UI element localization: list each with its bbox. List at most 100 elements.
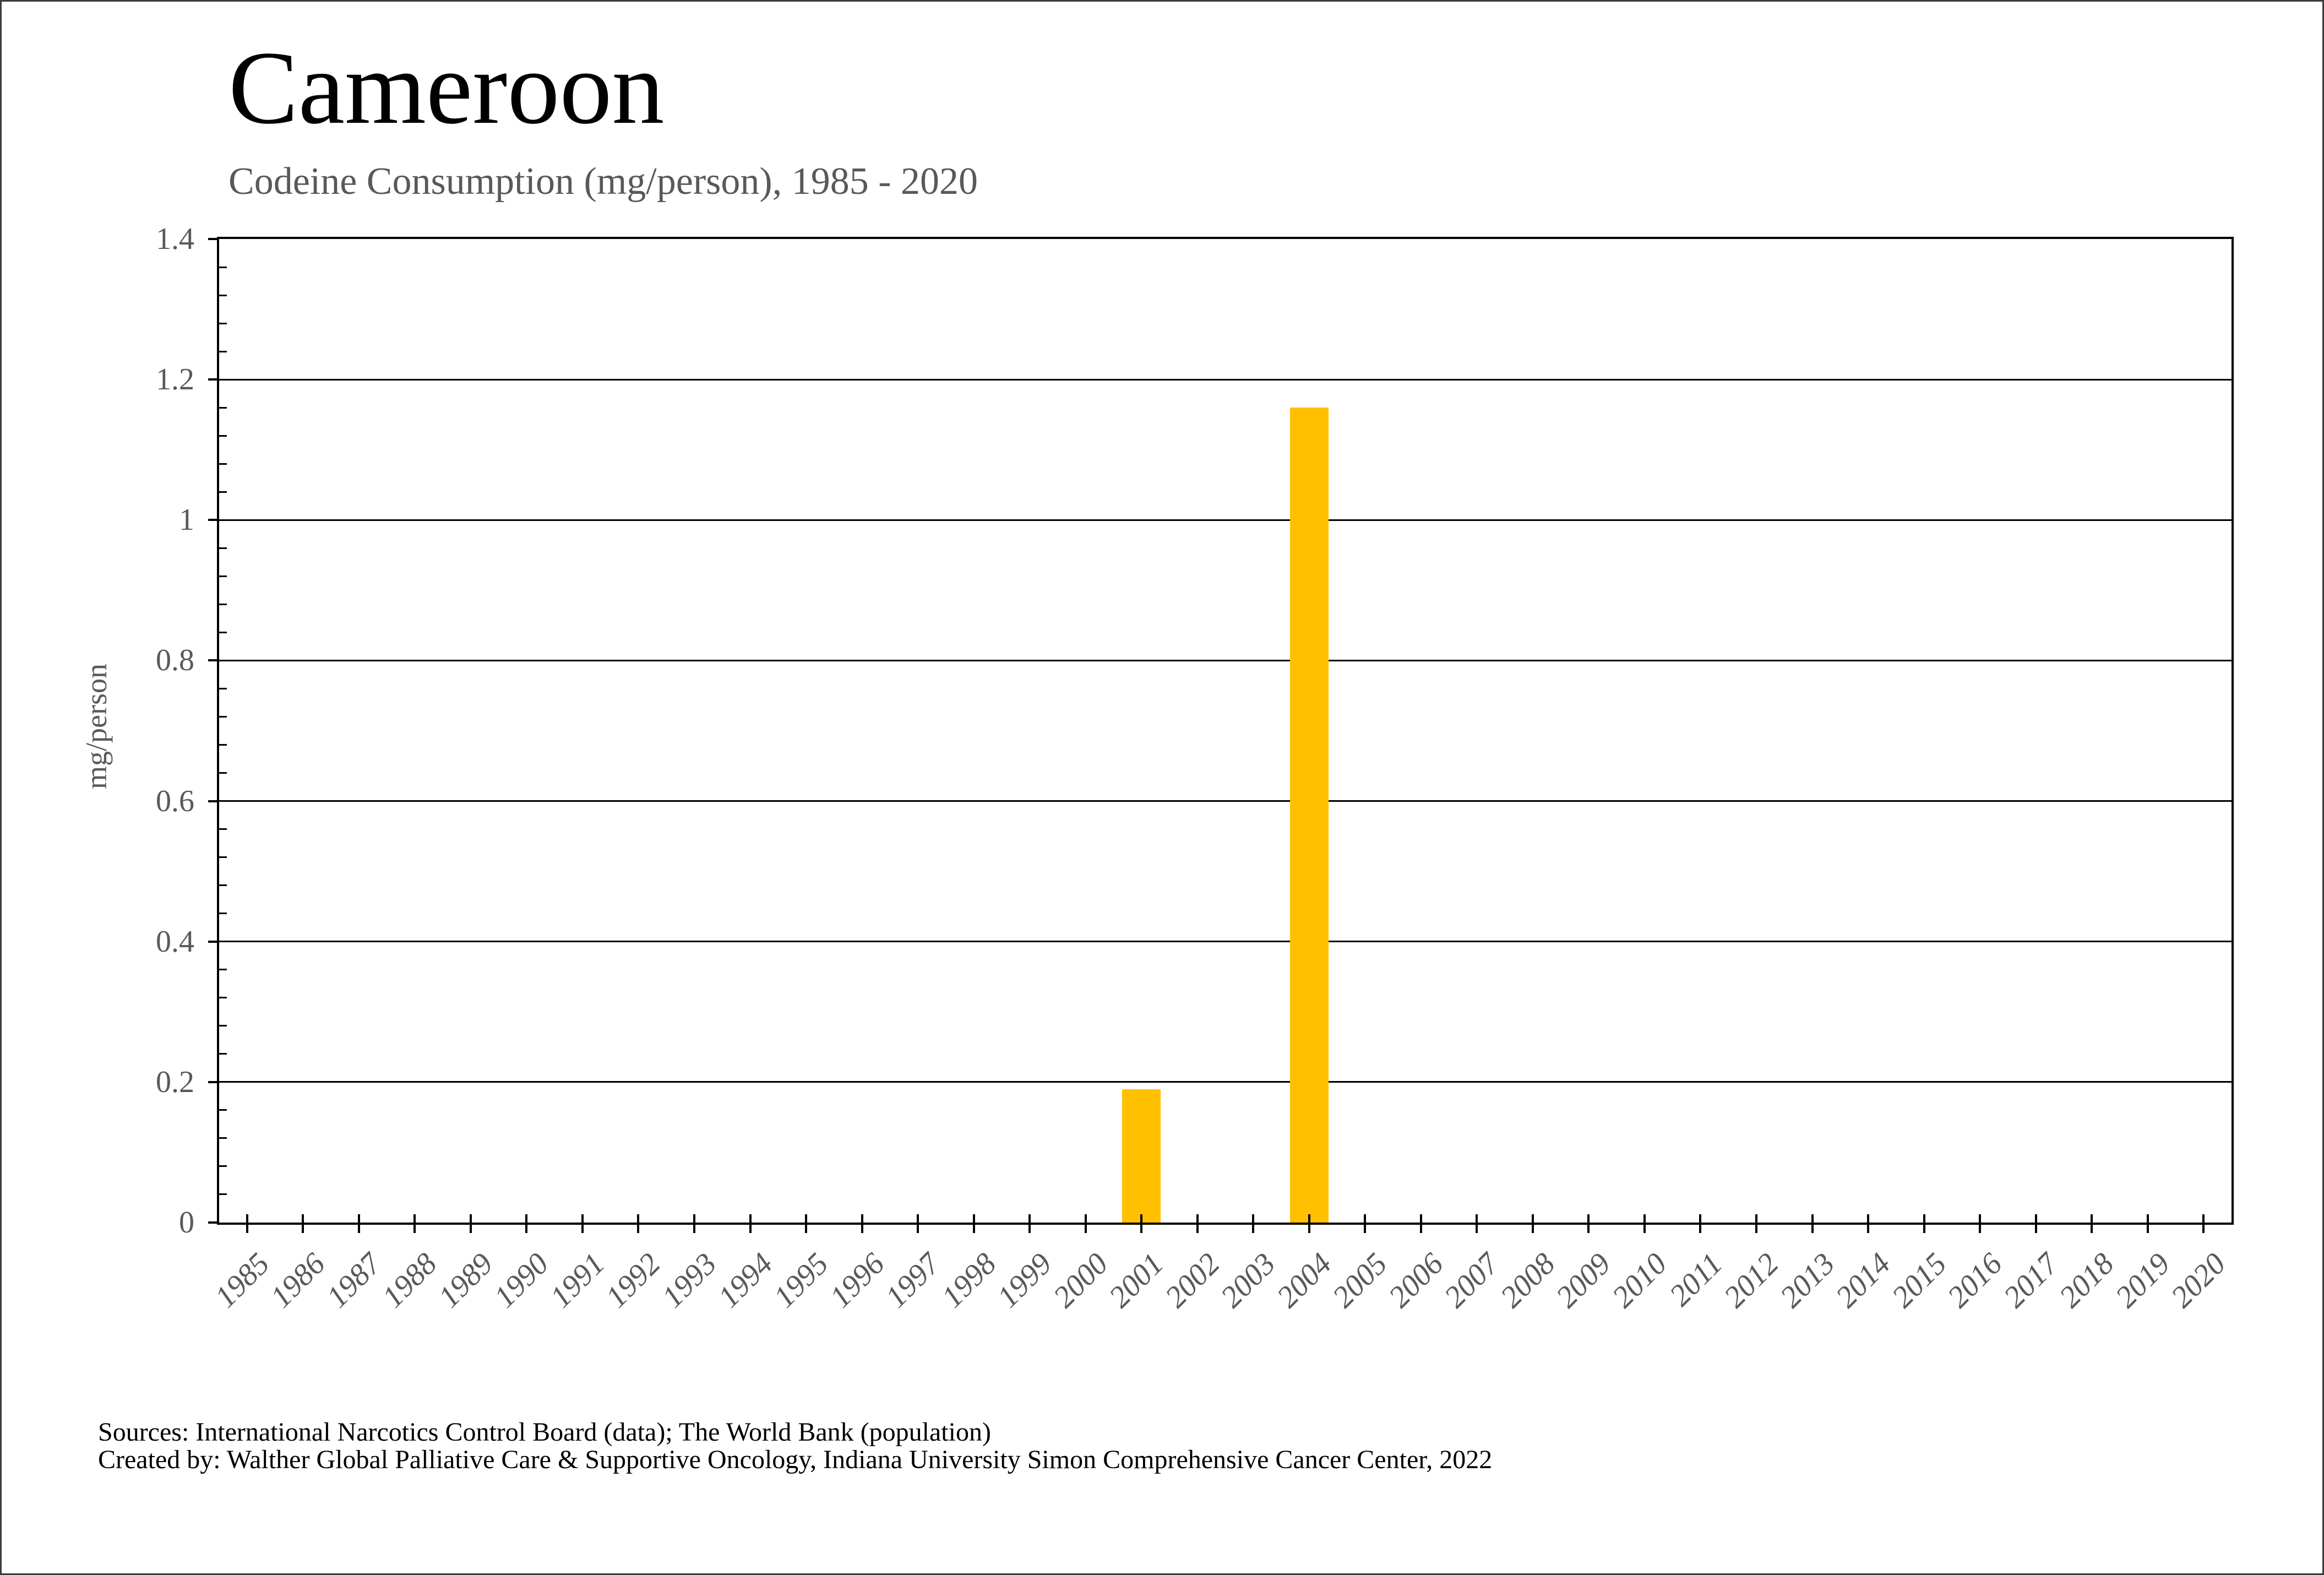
x-tick-label-1990: 1990 [487, 1246, 556, 1315]
x-tick-2000 [1084, 1214, 1087, 1233]
y-minor-tick [219, 463, 227, 465]
x-tick-label-1989: 1989 [432, 1246, 500, 1315]
x-tick-label-2017: 2017 [1997, 1246, 2065, 1315]
gridline-0.2 [219, 1081, 2232, 1083]
x-tick-1999 [1028, 1214, 1031, 1233]
x-tick-label-1988: 1988 [375, 1246, 444, 1315]
x-tick-label-2003: 2003 [1214, 1246, 1282, 1315]
x-tick-2005 [1364, 1214, 1367, 1233]
x-tick-2003 [1252, 1214, 1255, 1233]
x-tick-label-2009: 2009 [1549, 1246, 1618, 1315]
y-tick-label-1: 1 [179, 503, 194, 537]
x-tick-label-1997: 1997 [879, 1246, 947, 1315]
x-tick-label-1995: 1995 [767, 1246, 835, 1315]
x-tick-label-1991: 1991 [543, 1246, 612, 1315]
x-tick-label-2004: 2004 [1270, 1246, 1338, 1315]
y-minor-tick [219, 1109, 227, 1111]
x-tick-2019 [2146, 1214, 2149, 1233]
bar-2004 [1289, 408, 1329, 1223]
bar-2001 [1122, 1089, 1161, 1223]
x-tick-1993 [693, 1214, 695, 1233]
y-minor-tick [219, 1193, 227, 1196]
x-tick-1995 [805, 1214, 808, 1233]
y-minor-tick [219, 969, 227, 971]
x-tick-label-2011: 2011 [1663, 1246, 1730, 1313]
x-tick-label-2010: 2010 [1605, 1246, 1674, 1315]
y-minor-tick [219, 294, 227, 296]
x-tick-label-1986: 1986 [264, 1246, 332, 1315]
y-major-tick-0.2 [208, 1080, 217, 1083]
plot-area [217, 237, 2234, 1225]
y-tick-label-0.6: 0.6 [156, 784, 194, 818]
y-major-tick-0.6 [208, 800, 217, 802]
created-by-line: Created by: Walther Global Palliative Ca… [98, 1445, 1493, 1475]
y-minor-tick [219, 772, 227, 774]
y-minor-tick [219, 406, 227, 409]
x-tick-label-1992: 1992 [599, 1246, 668, 1315]
x-tick-label-2019: 2019 [2109, 1246, 2177, 1315]
y-minor-tick [219, 828, 227, 830]
y-minor-tick [219, 856, 227, 859]
y-minor-tick [219, 1137, 227, 1139]
x-tick-1988 [413, 1214, 416, 1233]
gridline-0.8 [219, 659, 2232, 661]
x-tick-2002 [1196, 1214, 1199, 1233]
x-tick-label-2006: 2006 [1382, 1246, 1450, 1315]
x-tick-1994 [749, 1214, 752, 1233]
x-tick-label-2015: 2015 [1885, 1246, 1953, 1315]
gridline-1 [219, 519, 2232, 521]
y-tick-label-0: 0 [179, 1205, 194, 1240]
y-major-tick-1 [208, 519, 217, 522]
y-minor-tick [219, 687, 227, 689]
x-tick-label-2012: 2012 [1717, 1246, 1786, 1315]
x-tick-2007 [1476, 1214, 1478, 1233]
gridline-1.2 [219, 378, 2232, 381]
x-tick-2004 [1308, 1214, 1310, 1233]
y-minor-tick [219, 547, 227, 549]
x-tick-1991 [581, 1214, 584, 1233]
y-minor-tick [219, 435, 227, 437]
x-tick-label-1985: 1985 [208, 1246, 276, 1315]
y-minor-tick [219, 575, 227, 577]
x-tick-label-2001: 2001 [1102, 1246, 1171, 1315]
y-tick-label-1.4: 1.4 [156, 222, 194, 256]
y-minor-tick [219, 631, 227, 633]
y-minor-tick [219, 266, 227, 268]
x-tick-label-1996: 1996 [823, 1246, 891, 1315]
x-tick-2018 [2091, 1214, 2093, 1233]
y-tick-label-0.4: 0.4 [156, 924, 194, 959]
y-major-tick-0.8 [208, 659, 217, 662]
x-tick-1992 [637, 1214, 640, 1233]
x-tick-2010 [1643, 1214, 1646, 1233]
x-tick-label-2014: 2014 [1829, 1246, 1897, 1315]
x-tick-label-1993: 1993 [655, 1246, 723, 1315]
gridline-0.4 [219, 941, 2232, 943]
y-minor-tick [219, 491, 227, 493]
x-tick-label-2000: 2000 [1047, 1246, 1115, 1315]
x-tick-1996 [861, 1214, 863, 1233]
x-tick-2016 [1979, 1214, 1982, 1233]
x-tick-2014 [1867, 1214, 1870, 1233]
x-tick-2009 [1587, 1214, 1590, 1233]
x-tick-2013 [1811, 1214, 1814, 1233]
y-minor-tick [219, 603, 227, 605]
x-tick-label-1987: 1987 [320, 1246, 388, 1315]
x-tick-2006 [1419, 1214, 1422, 1233]
y-major-tick-0.4 [208, 940, 217, 943]
y-minor-tick [219, 1165, 227, 1167]
x-tick-1987 [357, 1214, 360, 1233]
y-minor-tick [219, 350, 227, 352]
x-tick-label-2013: 2013 [1773, 1246, 1842, 1315]
source-credits: Sources: International Narcotics Control… [98, 1418, 1493, 1475]
x-tick-label-2007: 2007 [1438, 1246, 1506, 1315]
x-tick-2008 [1531, 1214, 1534, 1233]
x-tick-label-2002: 2002 [1158, 1246, 1227, 1315]
y-minor-tick [219, 997, 227, 999]
y-major-tick-1.2 [208, 378, 217, 381]
x-tick-2001 [1140, 1214, 1143, 1233]
x-tick-label-2018: 2018 [2053, 1246, 2121, 1315]
x-tick-2012 [1755, 1214, 1757, 1233]
x-tick-label-2020: 2020 [2164, 1246, 2233, 1315]
gridline-0.6 [219, 800, 2232, 802]
